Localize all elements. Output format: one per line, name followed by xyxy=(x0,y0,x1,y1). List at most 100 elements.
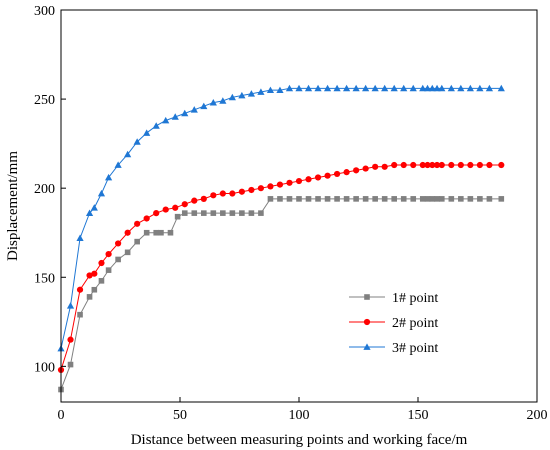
data-point xyxy=(238,91,246,99)
data-point xyxy=(458,196,464,202)
data-point xyxy=(410,161,417,169)
data-point xyxy=(467,161,474,169)
data-point xyxy=(77,311,83,318)
data-point xyxy=(105,251,112,258)
data-point xyxy=(167,229,174,236)
legend-label: 3# point xyxy=(392,341,438,356)
data-point xyxy=(333,84,341,92)
data-point xyxy=(172,204,179,211)
data-point xyxy=(371,84,379,92)
data-point xyxy=(114,161,122,168)
series-line xyxy=(60,87,502,349)
data-point xyxy=(85,209,94,217)
data-point xyxy=(391,161,398,169)
data-point xyxy=(400,161,407,169)
data-point xyxy=(314,84,322,92)
data-point xyxy=(124,150,132,158)
data-point xyxy=(86,272,93,279)
x-tick-label: 150 xyxy=(408,408,429,423)
data-point xyxy=(190,106,198,113)
data-point xyxy=(248,186,255,194)
data-point xyxy=(433,84,441,92)
data-point xyxy=(343,84,351,92)
data-point xyxy=(334,196,340,202)
data-point xyxy=(248,210,255,216)
data-point xyxy=(304,84,313,92)
data-point xyxy=(201,210,207,216)
data-point xyxy=(424,196,431,202)
data-point xyxy=(229,210,236,216)
data-point xyxy=(276,86,284,94)
data-point xyxy=(228,93,236,101)
data-point xyxy=(433,161,441,169)
legend-marker xyxy=(364,294,370,300)
data-point xyxy=(133,138,141,145)
y-tick-label: 300 xyxy=(34,4,55,19)
legend-label: 1# point xyxy=(392,291,438,306)
data-point xyxy=(353,167,360,174)
data-point xyxy=(362,84,370,92)
data-point xyxy=(239,210,245,216)
data-point xyxy=(296,196,302,202)
data-point xyxy=(286,196,293,202)
data-point xyxy=(476,84,484,92)
data-point xyxy=(419,84,427,92)
data-point xyxy=(191,210,198,216)
data-point xyxy=(91,286,98,293)
data-point xyxy=(210,192,217,199)
data-point xyxy=(66,302,75,309)
data-point xyxy=(200,102,208,110)
data-point xyxy=(448,161,455,169)
data-point xyxy=(353,196,359,202)
data-point xyxy=(181,109,189,117)
legend-item: 3# point xyxy=(349,341,438,356)
data-point xyxy=(400,84,408,92)
data-point xyxy=(86,294,93,300)
data-point xyxy=(105,173,113,181)
data-point xyxy=(323,84,332,92)
data-point xyxy=(191,197,198,204)
data-point xyxy=(76,234,84,241)
data-point xyxy=(352,84,360,92)
data-point xyxy=(343,169,350,176)
data-point xyxy=(343,196,350,202)
data-point xyxy=(220,210,226,216)
data-point xyxy=(324,196,331,202)
axis-ticks: 0 50 100 150 200 100 150 200 250 300 xyxy=(34,4,548,423)
data-point xyxy=(381,196,388,202)
data-point xyxy=(158,229,164,236)
data-point xyxy=(174,213,181,220)
data-point xyxy=(124,229,131,236)
legend-item: 2# point xyxy=(349,316,438,331)
data-point xyxy=(448,196,455,202)
data-point xyxy=(438,161,445,169)
y-tick-label: 150 xyxy=(34,271,55,286)
series-1 xyxy=(58,196,505,393)
data-point xyxy=(485,84,493,92)
data-point xyxy=(285,84,294,92)
data-point xyxy=(333,170,341,178)
data-point xyxy=(457,161,464,169)
data-point xyxy=(219,97,227,104)
legend-item: 1# point xyxy=(349,291,438,306)
data-point xyxy=(381,84,389,92)
x-tick-label: 200 xyxy=(527,408,548,423)
series-line xyxy=(60,164,502,371)
data-point xyxy=(219,190,226,197)
series-2 xyxy=(57,161,505,374)
data-point xyxy=(67,361,74,368)
data-point xyxy=(238,188,245,195)
data-point xyxy=(97,189,106,197)
data-point xyxy=(424,161,431,169)
data-point xyxy=(362,165,369,172)
y-tick-label: 100 xyxy=(34,360,55,375)
data-point xyxy=(372,163,379,170)
data-point xyxy=(143,215,150,222)
data-point xyxy=(419,196,426,202)
data-point xyxy=(476,161,483,169)
data-point xyxy=(134,220,141,227)
data-point xyxy=(153,229,159,236)
data-point xyxy=(409,84,417,92)
data-point xyxy=(162,206,169,213)
